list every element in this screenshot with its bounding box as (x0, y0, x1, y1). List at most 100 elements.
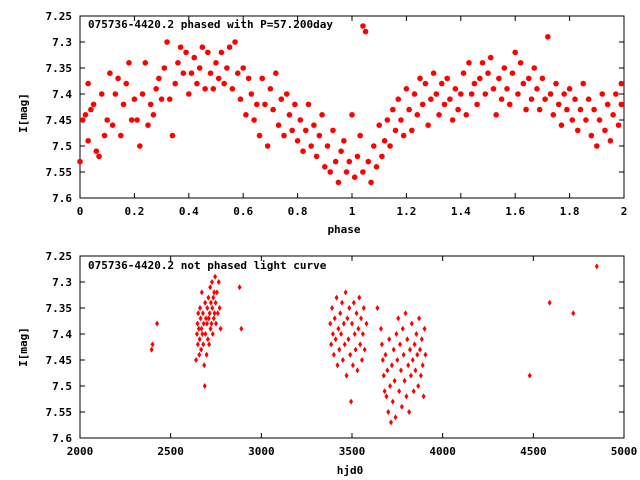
phased-data-point (98, 91, 105, 97)
phased-data-point (409, 127, 415, 134)
unphased-data-point (356, 325, 361, 332)
phased-x-axis-label: phase (327, 223, 360, 236)
unphased-data-point (149, 346, 154, 353)
phased-data-point (156, 75, 162, 82)
phased-data-point (553, 80, 559, 87)
unphased-data-point (416, 383, 421, 389)
phased-data-point (305, 101, 312, 108)
phased-data-point (531, 65, 538, 71)
unphased-data-point (155, 320, 160, 327)
phased-data-point (419, 101, 426, 108)
unphased-y-axis-label: I[mag] (17, 327, 30, 367)
phased-data-point (199, 44, 206, 50)
phased-data-point (615, 122, 622, 128)
phased-data-point (109, 122, 116, 128)
phased-data-point (387, 143, 393, 149)
phased-data-point (273, 70, 279, 76)
unphased-data-point (388, 383, 393, 389)
phased-data-point (180, 70, 187, 76)
phased-data-point (474, 101, 480, 108)
phased-data-point (520, 80, 527, 87)
unphased-data-point (207, 341, 212, 348)
unphased-data-point (340, 357, 345, 363)
phased-data-point (267, 86, 274, 92)
phased-data-point (332, 158, 339, 165)
phased-data-point (349, 112, 355, 118)
unphased-data-point (547, 299, 552, 306)
unphased-data-point (216, 279, 221, 285)
phased-data-point (283, 91, 290, 97)
unphased-data-point (337, 346, 342, 353)
unphased-x-tick-label: 2000 (67, 445, 94, 458)
unphased-data-point (239, 325, 244, 332)
phased-data-point (207, 70, 214, 76)
unphased-data-point (215, 310, 220, 317)
unphased-data-point (406, 362, 411, 369)
phased-y-tick-label: 7.45 (46, 114, 73, 127)
phased-data-point (169, 132, 176, 139)
unphased-data-point (357, 294, 362, 301)
phased-data-point (585, 96, 592, 102)
unphased-data-point (379, 325, 384, 332)
phased-x-tick-label: 2 (621, 205, 628, 218)
unphased-y-tick-label: 7.6 (52, 432, 72, 445)
unphased-data-point (387, 336, 392, 343)
phased-data-point (259, 75, 266, 82)
phased-data-point (221, 80, 227, 87)
unphased-data-point (397, 388, 402, 395)
unphased-data-point (358, 341, 363, 348)
unphased-data-point (213, 299, 218, 306)
phased-data-point (528, 96, 535, 102)
phased-data-point (588, 132, 595, 139)
unphased-data-point (210, 279, 215, 285)
unphased-data-point (423, 351, 428, 358)
unphased-data-point (212, 310, 217, 317)
unphased-y-tick-label: 7.45 (46, 354, 73, 367)
unphased-data-point (379, 341, 384, 348)
phased-data-point (346, 158, 353, 165)
unphased-y-tick-label: 7.35 (46, 302, 73, 315)
phased-data-point (536, 106, 543, 113)
phased-data-point (166, 96, 173, 102)
unphased-data-point (208, 284, 213, 291)
unphased-data-point (199, 289, 204, 296)
unphased-data-point (409, 320, 414, 327)
phased-data-point (599, 91, 606, 97)
unphased-data-point (412, 341, 417, 348)
unphased-data-point (210, 305, 215, 311)
phased-data-point (506, 101, 513, 108)
phased-data-point (574, 127, 581, 134)
phased-data-point (128, 117, 135, 123)
phased-data-point (145, 122, 151, 128)
unphased-data-point (199, 325, 204, 332)
phased-data-point (368, 179, 374, 186)
unphased-data-point (205, 336, 210, 343)
phased-data-point (545, 34, 551, 40)
unphased-y-tick-label: 7.5 (52, 380, 72, 393)
unphased-data-point (359, 315, 364, 322)
phased-data-point (213, 60, 219, 66)
unphased-data-point (203, 331, 208, 337)
phased-x-tick-label: 0.2 (124, 205, 144, 218)
phased-data-point (496, 75, 502, 82)
phased-data-point (248, 91, 255, 97)
unphased-data-point (360, 331, 365, 337)
unphased-data-point (346, 336, 351, 343)
phased-data-point (302, 127, 309, 134)
phased-data-point (134, 117, 140, 123)
unphased-data-point (197, 351, 202, 358)
phased-data-point (566, 86, 573, 92)
unphased-data-point (211, 315, 216, 322)
phased-data-point (441, 101, 448, 108)
unphased-data-point (420, 362, 425, 369)
phased-data-point (77, 158, 83, 165)
phased-data-point (186, 91, 192, 97)
unphased-data-point (212, 289, 217, 296)
unphased-data-point (398, 367, 403, 374)
unphased-data-point (414, 331, 419, 337)
unphased-data-point (195, 341, 200, 348)
phased-data-point (210, 86, 217, 92)
phased-data-point (120, 101, 127, 108)
phased-data-point (218, 49, 225, 56)
